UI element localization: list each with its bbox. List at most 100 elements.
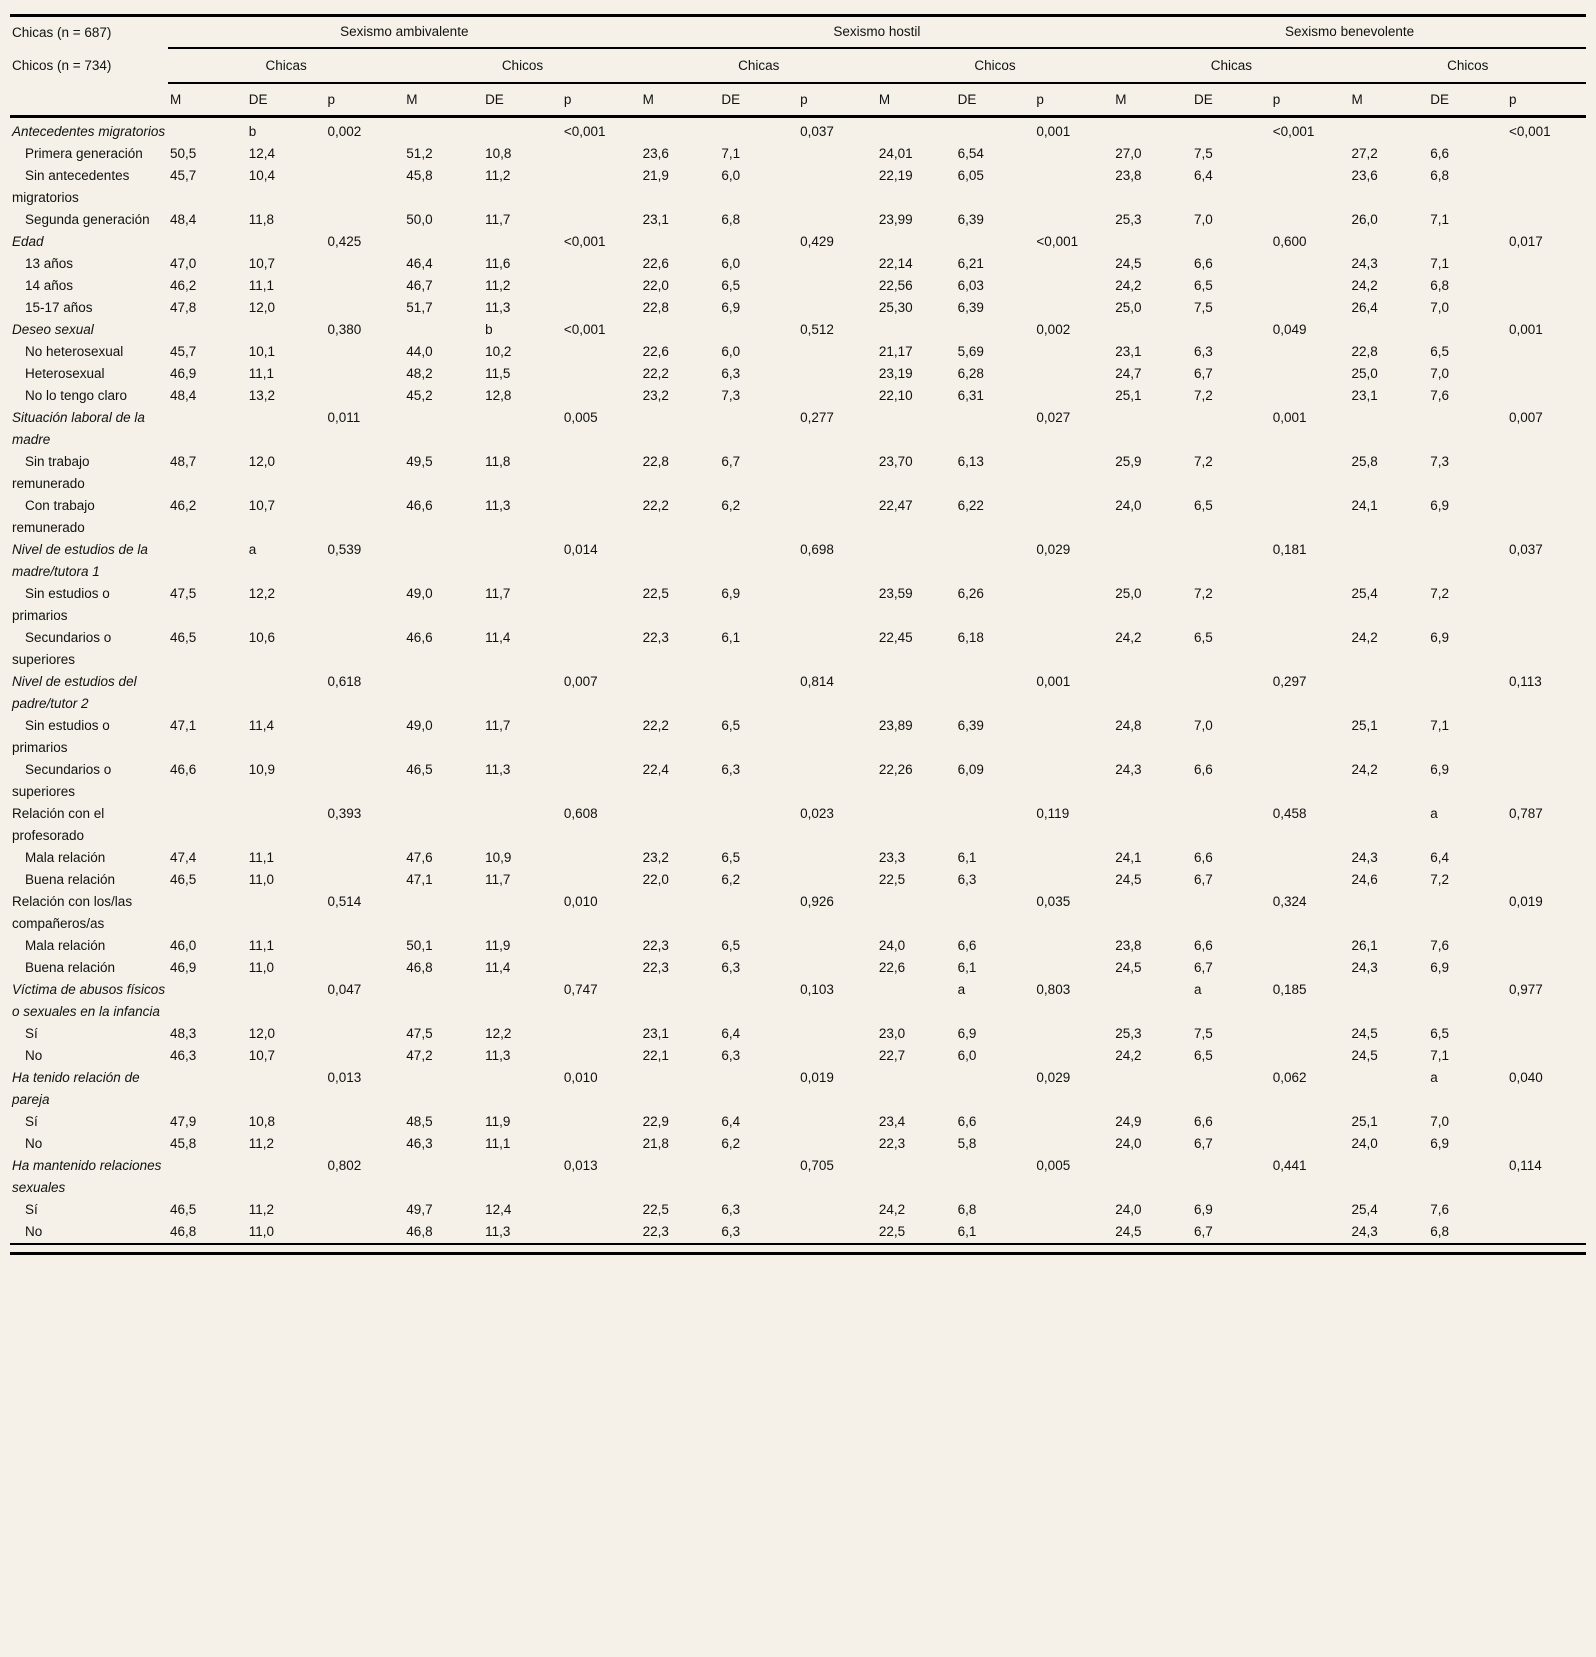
table-cell: 0,027 (1036, 410, 1071, 425)
table-cell: 22,5 (642, 586, 669, 601)
row-label: Sin estudios o primarios (12, 718, 110, 755)
table-cell (1192, 1155, 1271, 1199)
table-cell: <0,001 (1509, 124, 1551, 139)
table-row: Ha tenido relación de pareja 0,013 0,010 0,… (10, 1067, 1586, 1111)
table-cell (326, 869, 405, 891)
table-row: Víctima de abusos físicos o sexuales en … (10, 979, 1586, 1023)
table-cell: 47,5 (170, 586, 197, 601)
table-cell: 0,010 (563, 894, 598, 909)
table-cell (1507, 165, 1586, 209)
subgroup-header: Chicos (876, 48, 1114, 84)
table-cell (326, 715, 405, 759)
table-cell (719, 1155, 798, 1199)
table-cell: 6,2 (721, 1136, 741, 1151)
table-cell (483, 671, 562, 715)
table-cell (326, 1221, 405, 1244)
table-cell: 6,8 (1430, 168, 1450, 183)
table-cell: 22,7 (878, 1048, 906, 1063)
table-cell (719, 671, 798, 715)
table-cell (1271, 1133, 1350, 1155)
table-row: Relación con los/las compañeros/as 0,514 0… (10, 891, 1586, 935)
table-cell (483, 407, 562, 451)
table-cell: 6,21 (957, 256, 984, 271)
table-cell: 6,3 (957, 872, 977, 887)
table-cell (326, 935, 405, 957)
table-cell: 6,9 (1430, 630, 1450, 645)
table-cell: 46,7 (406, 278, 433, 293)
table-cell: 0,802 (327, 1158, 362, 1173)
table-cell (798, 495, 877, 539)
row-label: 13 años (25, 256, 74, 271)
table-cell: 22,14 (878, 256, 913, 271)
table-cell (956, 671, 1035, 715)
table-cell: 0,001 (1272, 410, 1307, 425)
table-cell: 11,3 (485, 762, 511, 777)
table-cell (1349, 979, 1428, 1023)
table-cell (1271, 1045, 1350, 1067)
table-cell: 12,2 (248, 586, 276, 601)
table-cell (1428, 539, 1507, 583)
measure-header: DE (955, 83, 1035, 118)
table-cell: 11,1 (248, 278, 275, 293)
table-cell: 23,89 (878, 718, 913, 733)
table-cell: 0,040 (1509, 1070, 1543, 1085)
row-label: Secundarios o superiores (12, 630, 112, 667)
table-cell: 7,1 (721, 146, 741, 161)
table-cell: 6,03 (957, 278, 984, 293)
table-cell: 11,8 (248, 212, 275, 227)
table-cell (326, 385, 405, 407)
table-cell (641, 1155, 720, 1199)
row-label: No heterosexual (25, 344, 124, 359)
table-cell: 46,4 (406, 256, 433, 271)
table-cell: 6,1 (957, 850, 977, 865)
table-cell (798, 627, 877, 671)
table-cell: 22,3 (878, 1136, 906, 1151)
table-cell: 0,019 (800, 1070, 834, 1085)
table-cell (1507, 957, 1586, 979)
table-cell (562, 1023, 641, 1045)
table-cell (247, 979, 326, 1023)
table-cell: 23,19 (878, 366, 913, 381)
table-cell: 10,6 (248, 630, 276, 645)
table-cell: <0,001 (1036, 234, 1079, 249)
table-cell: 0,037 (1509, 542, 1543, 557)
table-cell: 22,5 (642, 1202, 669, 1217)
table-cell: 0,277 (800, 410, 834, 425)
table-cell: 6,4 (721, 1114, 741, 1129)
table-cell: 6,5 (1430, 344, 1450, 359)
table-cell: 0,014 (563, 542, 598, 557)
table-cell: 0,002 (1036, 322, 1071, 337)
table-cell: 0,181 (1272, 542, 1307, 557)
table-cell (326, 1045, 405, 1067)
table-cell: 22,2 (642, 498, 669, 513)
table-cell: 22,3 (642, 938, 669, 953)
table-cell (956, 1155, 1035, 1199)
table-cell: 23,2 (642, 388, 669, 403)
table-cell: 0,023 (800, 806, 834, 821)
table-cell (562, 209, 641, 231)
table-cell: 0,514 (327, 894, 362, 909)
measure-header: M (876, 83, 956, 118)
table-cell: 0,062 (1272, 1070, 1307, 1085)
table-cell: 25,9 (1115, 454, 1142, 469)
table-cell: 0,049 (1272, 322, 1307, 337)
table-cell (326, 253, 405, 275)
table-header: Chicas (n = 687) Sexismo ambivalente Sexi… (10, 15, 1586, 118)
table-cell (1349, 671, 1428, 715)
table-cell: 6,1 (957, 1224, 977, 1239)
table-cell: b (248, 124, 257, 139)
table-row: Sí 48,3 12,0 47,5 12,2 23,1 6,4 23,0 6,9 25,3 7,5 2… (10, 1023, 1586, 1045)
table-cell: 11,7 (485, 872, 511, 887)
table-cell: 25,0 (1115, 300, 1142, 315)
table-cell (1507, 869, 1586, 891)
table-cell: 6,9 (721, 586, 741, 601)
table-cell: 45,2 (406, 388, 433, 403)
table-cell (404, 803, 483, 847)
table-cell: 7,6 (1430, 1202, 1450, 1217)
table-cell: 10,8 (485, 146, 512, 161)
table-cell (1271, 165, 1350, 209)
table-cell: 7,6 (1430, 388, 1450, 403)
table-cell (1034, 935, 1113, 957)
table-cell (326, 451, 405, 495)
table-cell: 0,539 (327, 542, 362, 557)
